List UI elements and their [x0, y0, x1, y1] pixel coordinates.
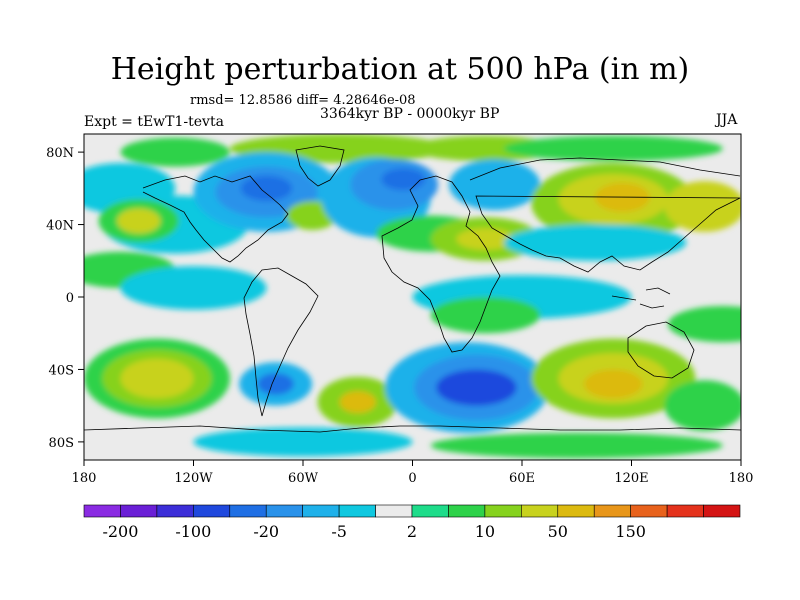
- contour-fill: [84, 134, 741, 459]
- colorbar-label-2: -20: [253, 522, 279, 541]
- season-label: JJA: [716, 112, 738, 128]
- lon-tick-label-3: 0: [408, 471, 416, 486]
- stats-label: rmsd= 12.8586 diff= 4.28646e-08: [190, 93, 416, 108]
- colorbar-box-2: [156, 504, 194, 518]
- lon-tick-label-5: 120E: [614, 471, 648, 486]
- colorbar-label-1: -100: [175, 522, 211, 541]
- latitude-axis: 80N 40N 0 40S 80S: [46, 146, 84, 451]
- colorbar-box-13: [557, 504, 595, 518]
- lon-tick-label-6: 180: [729, 471, 754, 486]
- field-region-3: [503, 135, 723, 162]
- colorbar-box-11: [484, 504, 522, 518]
- colorbar-box-10: [448, 504, 486, 518]
- field-region-28: [668, 306, 741, 343]
- coastline-antarctica: [84, 425, 741, 433]
- field-region-42: [664, 380, 741, 432]
- colorbar-box-5: [265, 504, 303, 518]
- colorbar-box-4: [229, 504, 267, 518]
- colorbar-label-7: 150: [615, 522, 646, 541]
- coastline-indonesia: [611, 287, 671, 309]
- field-region-23: [503, 224, 687, 261]
- field-region-15: [449, 159, 541, 211]
- field-region-33: [257, 373, 294, 395]
- colorbar-box-8: [375, 504, 413, 518]
- field-region-7: [116, 208, 161, 234]
- colorbar-box-15: [630, 504, 668, 518]
- lon-tick-label-1: 120W: [174, 471, 213, 486]
- field-region-18: [456, 228, 515, 250]
- lat-tick-label-3: 40S: [49, 363, 74, 378]
- colorbar-box-16: [666, 504, 704, 518]
- lon-tick-label-2: 60W: [288, 471, 319, 486]
- colorbar-box-12: [521, 504, 559, 518]
- map-title: Height perturbation at 500 hPa (in m): [110, 52, 690, 87]
- colorbar-label-5: 10: [475, 522, 495, 541]
- colorbar-box-0: [83, 504, 121, 518]
- coastline-north-america: [142, 175, 289, 263]
- field-region-22: [664, 181, 741, 232]
- lat-tick-label-4: 80S: [49, 436, 74, 451]
- field-region-0: [120, 137, 230, 167]
- field-region-35: [339, 391, 376, 413]
- colorbar-box-1: [120, 504, 158, 518]
- coastline-greenland: [295, 145, 345, 187]
- lat-tick-label-1: 40N: [46, 219, 74, 234]
- lon-tick-label-4: 60E: [509, 471, 535, 486]
- colorbar-box-17: [703, 504, 741, 518]
- longitude-axis: 180 120W 60W 0 60E 120E 180: [72, 460, 754, 486]
- field-region-14: [381, 168, 426, 191]
- field-region-25: [120, 266, 267, 310]
- colorbar-box-9: [411, 504, 449, 518]
- colorbar-label-6: 50: [548, 522, 568, 541]
- field-region-27: [430, 297, 541, 334]
- height-field: [84, 134, 741, 460]
- lat-tick-label-2: 0: [66, 291, 74, 306]
- field-region-43: [193, 427, 413, 457]
- field-region-41: [584, 369, 643, 399]
- colorbar-label-0: -200: [102, 522, 138, 541]
- colorbar-box-6: [302, 504, 340, 518]
- coastline-south-america: [243, 267, 319, 417]
- experiment-label: Expt = tEwT1-tevta: [84, 114, 224, 130]
- coastline-asia: [469, 157, 741, 273]
- lat-tick-label-0: 80N: [46, 146, 74, 161]
- coastline-australia: [627, 321, 695, 379]
- field-region-10: [240, 175, 293, 202]
- lon-tick-label-0: 180: [72, 471, 97, 486]
- colorbar: -200 -100 -20 -5 2 10 50 150: [83, 504, 741, 541]
- colorbar-box-14: [593, 504, 631, 518]
- colorbar-label-4: 2: [407, 522, 417, 541]
- coastlines: [84, 145, 741, 433]
- field-region-31: [120, 358, 194, 399]
- coastline-europe-africa: [381, 175, 501, 353]
- colorbar-box-3: [193, 504, 231, 518]
- field-region-38: [436, 369, 517, 406]
- period-label: 3364kyr BP - 0000kyr BP: [320, 106, 500, 122]
- colorbar-box-7: [338, 504, 376, 518]
- field-region-44: [430, 432, 723, 459]
- colorbar-label-3: -5: [331, 522, 347, 541]
